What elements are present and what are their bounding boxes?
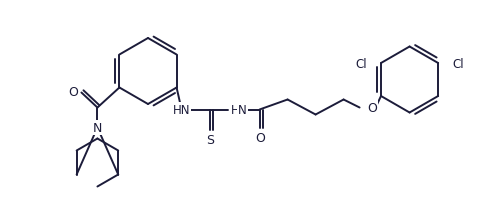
Text: HN: HN (173, 103, 190, 116)
Text: N: N (93, 121, 102, 134)
Text: N: N (238, 103, 247, 116)
Text: S: S (207, 133, 215, 146)
Text: O: O (68, 85, 78, 98)
Text: O: O (368, 102, 377, 115)
Text: O: O (256, 131, 266, 144)
Text: Cl: Cl (452, 57, 464, 70)
Text: Cl: Cl (356, 57, 367, 70)
Text: H: H (231, 103, 240, 116)
